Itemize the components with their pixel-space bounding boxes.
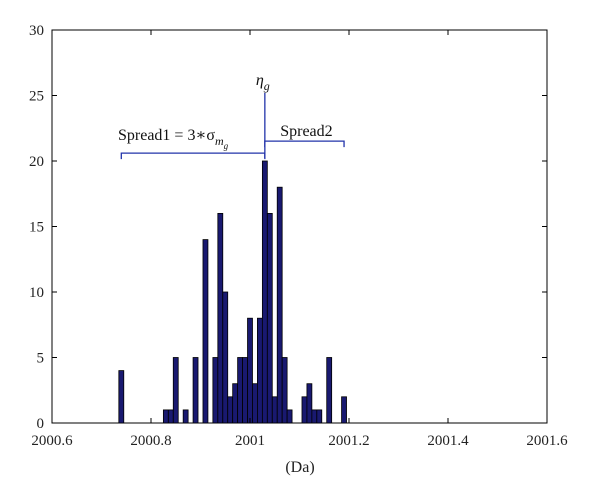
- annotations-group: ηg Spread1 = 3∗σmg Spread2: [118, 72, 345, 160]
- bar: [301, 396, 308, 424]
- bar: [192, 357, 199, 424]
- spread1-label: Spread1 = 3∗σmg: [118, 127, 229, 151]
- y-tick-label: 15: [29, 220, 44, 236]
- spread2-bracket: [264, 140, 345, 148]
- bar: [316, 409, 323, 424]
- bar: [227, 396, 234, 424]
- x-tick-label: 2001.6: [526, 433, 568, 449]
- eta-label: ηg: [256, 72, 270, 93]
- x-tick-label: 2000.8: [130, 433, 171, 449]
- bar: [247, 317, 253, 424]
- bar: [172, 357, 179, 424]
- bars-group: [118, 160, 347, 424]
- y-tick-label: 5: [37, 351, 45, 367]
- bar: [237, 357, 243, 424]
- spread2-label: Spread2: [280, 123, 332, 140]
- bar: [202, 239, 209, 424]
- bar: [118, 370, 125, 424]
- x-tick-label: 2000.6: [31, 433, 73, 449]
- ticks-group: 2000.6 2000.8 2001 2001.2 2001.4 2001.6 0 5 10 15…: [29, 23, 568, 449]
- bar: [217, 212, 224, 424]
- bar: [276, 186, 283, 424]
- x-tick-label: 2001.2: [328, 433, 369, 449]
- bar: [286, 409, 293, 424]
- bar: [212, 357, 219, 424]
- bar: [326, 357, 333, 424]
- bar: [266, 212, 273, 424]
- bar: [311, 409, 318, 424]
- bar: [242, 357, 248, 424]
- bar: [222, 291, 229, 424]
- bar: [257, 317, 263, 424]
- plot-area: [51, 29, 548, 424]
- y-tick-label: 20: [29, 154, 44, 170]
- y-tick-label: 10: [29, 285, 44, 301]
- bar: [162, 409, 169, 424]
- y-tick-label: 30: [29, 23, 44, 39]
- bar: [306, 383, 313, 424]
- y-tick-label: 25: [29, 89, 44, 105]
- bar: [261, 160, 268, 424]
- x-tick-label: 2001.4: [427, 433, 469, 449]
- bar: [182, 409, 189, 424]
- bar: [167, 409, 174, 424]
- y-tick-label: 0: [37, 416, 45, 432]
- bar: [341, 396, 347, 424]
- bar: [232, 383, 239, 424]
- x-axis-label: (Da): [285, 459, 314, 476]
- bar: [252, 383, 258, 424]
- bar: [271, 396, 278, 424]
- bar: [281, 357, 288, 424]
- spread1-bracket: [120, 152, 266, 160]
- x-tick-label: 2001: [235, 433, 265, 449]
